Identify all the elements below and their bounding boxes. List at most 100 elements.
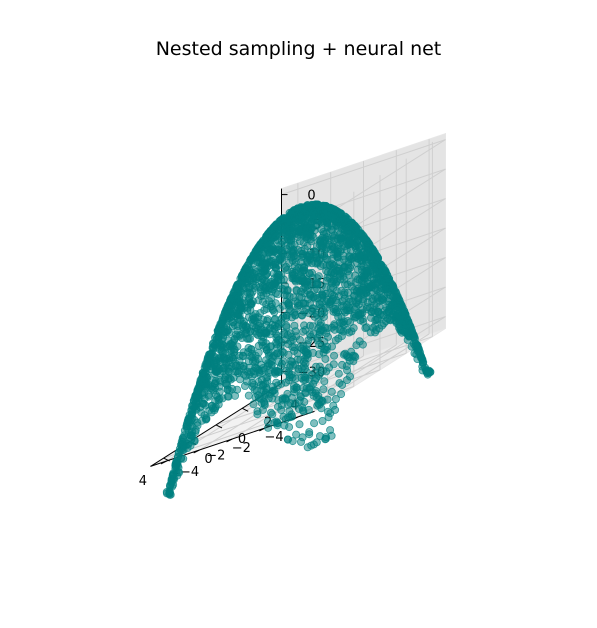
scatter-point — [280, 421, 289, 430]
scatter-point — [292, 285, 301, 294]
scatter-point — [331, 394, 340, 403]
scatter-point — [332, 306, 341, 315]
scatter-point — [268, 386, 277, 395]
scatter-point — [254, 321, 263, 330]
x-tick — [193, 449, 200, 454]
scatter-point — [320, 377, 329, 386]
scatter-point — [326, 426, 335, 435]
scatter-point — [273, 421, 282, 430]
scatter-point — [258, 297, 267, 306]
scatter-point — [314, 350, 323, 359]
scatter-point — [220, 375, 229, 384]
scatter-point — [277, 405, 286, 414]
scatter-point — [330, 320, 339, 329]
scatter-point — [339, 327, 348, 336]
scatter-point — [337, 390, 346, 399]
scatter-point — [252, 281, 261, 290]
scatter-point — [315, 432, 324, 441]
scatter-point — [263, 417, 272, 426]
scatter-point — [345, 304, 354, 313]
scatter-point — [313, 280, 322, 289]
scatter-point — [312, 438, 321, 447]
scatter-point — [327, 387, 336, 396]
scatter-point — [305, 428, 314, 437]
x-tick — [160, 460, 168, 465]
scatter-point — [274, 357, 283, 366]
scatter-point — [253, 407, 262, 416]
x-tick-label: 0 — [204, 452, 212, 467]
scatter-point — [382, 303, 391, 312]
y-tick-label: −4 — [180, 465, 199, 480]
x-tick-label: 4 — [139, 474, 147, 489]
x-tick-label: −4 — [265, 430, 284, 445]
scatter-point — [322, 276, 331, 285]
scatter-point — [375, 302, 384, 311]
scatter-point — [244, 343, 253, 352]
scatter-point — [355, 337, 364, 346]
scatter-point — [290, 321, 299, 330]
scatter-point — [310, 419, 319, 428]
scatter-point — [266, 408, 275, 417]
scatter-point — [280, 290, 289, 299]
chart-title: Nested sampling + neural net — [155, 38, 442, 60]
scatter-point — [323, 407, 332, 416]
y-tick — [241, 407, 249, 412]
scatter-point — [353, 286, 362, 295]
scatter-point — [263, 372, 272, 381]
scatter-point — [283, 435, 292, 444]
scatter-point — [244, 391, 253, 400]
scatter-point — [293, 204, 302, 213]
scatter-point — [279, 235, 288, 244]
y-tick-label: −2 — [206, 449, 225, 464]
scatter-point — [294, 364, 303, 373]
scatter-point — [329, 360, 338, 369]
scatter-point — [292, 430, 301, 439]
scatter-point — [290, 400, 299, 409]
scatter-point — [330, 351, 339, 360]
scatter-point — [308, 322, 317, 331]
scatter-point — [334, 369, 343, 378]
scatter-point — [273, 349, 282, 358]
x-tick — [226, 438, 233, 443]
scatter-point — [253, 365, 262, 374]
scatter-point — [338, 360, 347, 369]
scatter-point — [319, 312, 328, 321]
scatter-point — [318, 290, 327, 299]
scatter-point — [293, 355, 302, 364]
scatter-point — [254, 348, 263, 357]
y-tick — [215, 424, 223, 429]
scatter-point — [279, 312, 288, 321]
scatter-point — [285, 258, 294, 267]
scatter-point — [297, 310, 306, 319]
scatter-point — [301, 373, 310, 382]
scatter-point — [335, 379, 344, 388]
scatter-point — [340, 294, 349, 303]
scatter-point — [285, 407, 294, 416]
scatter-point — [363, 303, 372, 312]
scatter-point — [309, 304, 318, 313]
scatter-point — [352, 299, 361, 308]
scatter-point — [294, 263, 303, 272]
scatter-point — [280, 330, 289, 339]
scatter-point — [353, 265, 362, 274]
y-tick-label: 0 — [238, 432, 246, 447]
scatter-point — [214, 353, 223, 362]
scatter-point — [295, 420, 304, 429]
grid-line-z — [281, 139, 446, 196]
scatter-point — [289, 293, 298, 302]
scatter-point — [265, 351, 274, 360]
scatter-point — [277, 379, 286, 388]
scatter-point — [267, 360, 276, 369]
scatter-point — [362, 323, 371, 332]
scatter-point — [254, 313, 263, 322]
scatter-point — [273, 367, 282, 376]
scatter-point — [244, 283, 253, 292]
scatter-point — [317, 341, 326, 350]
scatter-point — [300, 321, 309, 330]
scatter-point — [248, 353, 257, 362]
scatter-point — [284, 299, 293, 308]
scatter-point — [337, 286, 346, 295]
scatter-point — [319, 385, 328, 394]
